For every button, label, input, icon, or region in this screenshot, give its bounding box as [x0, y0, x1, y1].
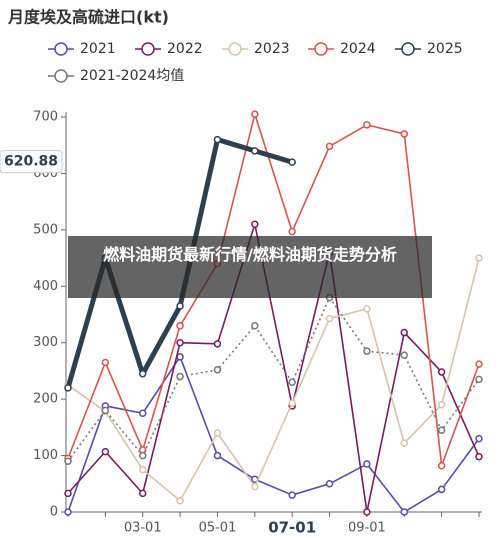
data-point [363, 508, 371, 516]
data-point [400, 508, 409, 516]
legend-icon [314, 42, 328, 56]
data-point [138, 409, 147, 417]
data-point [325, 142, 334, 151]
data-point [400, 130, 409, 138]
data-point [101, 358, 110, 367]
data-point [475, 452, 483, 461]
legend-label: 2024 [340, 41, 376, 57]
data-point [475, 254, 483, 262]
data-point [437, 401, 446, 409]
y-tick-label: 400 [33, 279, 58, 294]
data-point [251, 220, 259, 228]
legend-label: 2021-2024均值 [80, 68, 184, 84]
data-point [363, 305, 371, 313]
data-point [251, 482, 259, 491]
legend-icon [141, 42, 155, 56]
data-point [400, 351, 409, 359]
data-point [475, 434, 483, 443]
series-line [67, 356, 480, 513]
data-point [138, 451, 147, 460]
data-point [288, 158, 296, 166]
series-line [67, 296, 480, 462]
y-tick-label: 100 [33, 448, 58, 463]
data-point [64, 384, 72, 392]
data-point [288, 399, 296, 407]
data-point [363, 347, 371, 355]
x-tick-label: 09-01 [348, 521, 386, 536]
y-tick-label: 300 [33, 335, 58, 350]
series-line [67, 257, 480, 502]
data-point [437, 368, 446, 376]
data-point [213, 451, 222, 460]
data-point [288, 378, 296, 386]
data-point [64, 508, 72, 516]
legend-label: 2022 [167, 41, 203, 57]
overlay-banner: 燃料油期货最新行情/燃料油期货走势分析 [68, 236, 432, 298]
data-point [176, 496, 184, 505]
y-tick-label: 0 [50, 505, 58, 520]
x-tick-label: 07-01 [268, 519, 316, 537]
data-point [437, 461, 446, 470]
y-tick-label: 700 [33, 110, 58, 125]
data-point [176, 338, 184, 347]
data-point [138, 489, 147, 498]
legend-label: 2025 [427, 41, 463, 57]
data-point [363, 121, 371, 129]
data-point [400, 328, 409, 337]
data-point [251, 110, 259, 118]
data-point [288, 227, 296, 236]
data-point [213, 340, 222, 348]
legend-icon [54, 69, 68, 83]
pointer-label: 620.88 [4, 154, 58, 170]
data-point [176, 353, 184, 361]
data-point [475, 360, 483, 368]
legend-label: 2021 [80, 41, 116, 57]
data-point [213, 366, 222, 374]
data-point [475, 375, 483, 384]
legend-icon [401, 42, 415, 56]
data-point [101, 406, 110, 415]
data-point [213, 429, 222, 437]
data-point [64, 489, 72, 498]
x-tick-label: 05-01 [199, 521, 237, 536]
series-line [67, 223, 480, 513]
data-point [251, 147, 259, 155]
legend-icon [54, 42, 68, 56]
y-tick-label: 500 [33, 222, 58, 237]
data-point [64, 457, 72, 465]
data-point [176, 302, 184, 310]
data-point [176, 372, 184, 381]
series-line [67, 113, 480, 467]
data-point [251, 322, 259, 330]
data-point [288, 491, 296, 499]
data-point [101, 447, 110, 456]
pointer-label-box [0, 150, 63, 174]
data-point [400, 439, 409, 447]
chart-title: 月度埃及高硫进口(kt) [7, 8, 169, 27]
data-point [138, 370, 147, 378]
data-point [325, 480, 334, 488]
data-point [437, 485, 446, 494]
data-point [213, 135, 222, 144]
data-point [363, 460, 371, 468]
data-point [176, 322, 184, 330]
x-tick-label: 03-01 [124, 521, 162, 536]
data-point [437, 426, 446, 434]
legend-label: 2023 [254, 41, 290, 57]
data-point [138, 465, 147, 474]
legend-icon [228, 42, 242, 56]
y-tick-label: 200 [33, 392, 58, 407]
data-point [325, 314, 334, 323]
